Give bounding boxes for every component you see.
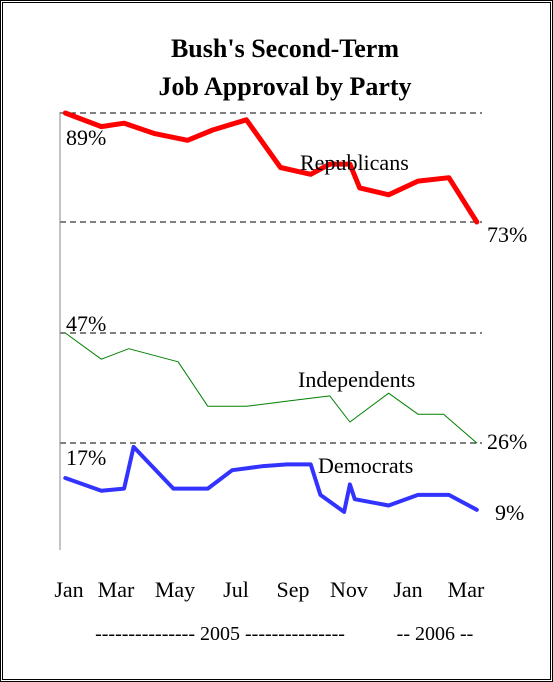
independents-series-line [64,332,478,444]
reference-lines [60,112,482,444]
chart-title-line-1: Bush's Second-Term [171,34,399,63]
republicans-series-line [62,110,480,225]
democrats-start-label: 17% [66,445,106,470]
x-tick-label: Jan [393,577,422,602]
x-tick-label: Jul [223,577,249,602]
republicans-start-label: 89% [66,125,106,150]
democrats-series-name: Democrats [318,453,413,478]
x-tick-label: Nov [330,577,368,602]
independents-series-name: Independents [298,367,415,392]
x-tick-label: Sep [277,577,310,602]
independents-end-label: 26% [487,429,527,454]
x-tick-label: Mar [98,577,135,602]
x-tick-label: May [155,577,195,602]
republicans-end-label: 73% [487,222,527,247]
republicans-series-name: Republicans [300,150,409,175]
x-tick-labels: Jan Mar May Jul Sep Nov Jan Mar [54,577,485,602]
chart-title-line-2: Job Approval by Party [158,72,411,101]
democrats-series-line [63,444,479,514]
year-label-2006: -- 2006 -- [397,623,474,645]
year-label-2005: --------------- 2005 --------------- [95,623,345,645]
series-lines [62,110,480,514]
independents-start-label: 47% [66,311,106,336]
x-tick-label: Mar [448,577,485,602]
democrats-end-label: 9% [495,500,524,525]
x-tick-label: Jan [54,577,83,602]
